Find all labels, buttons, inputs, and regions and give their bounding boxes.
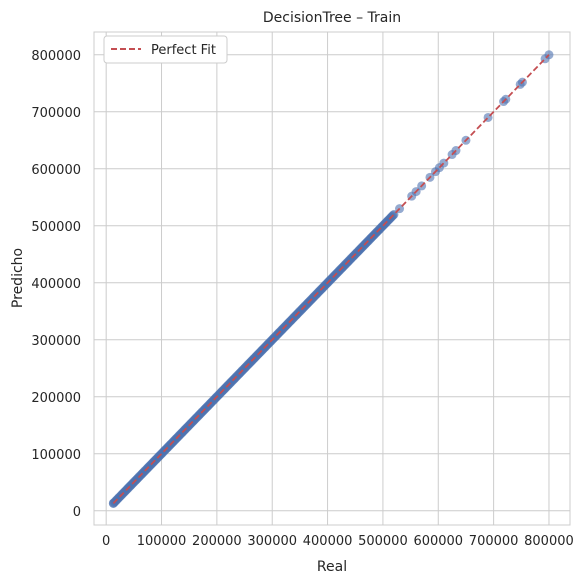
x-axis-label: Real [317, 559, 347, 575]
x-tick-label: 700000 [469, 534, 519, 549]
y-tick-label: 800000 [31, 49, 81, 64]
x-tick-label: 0 [102, 534, 110, 549]
y-tick-label: 0 [73, 505, 81, 520]
y-tick-label: 100000 [31, 448, 81, 463]
y-tick-label: 300000 [31, 334, 81, 349]
x-tick-label: 800000 [524, 534, 574, 549]
x-ticks: 0 100000 200000 300000 400000 500000 600000 700… [102, 534, 574, 549]
legend-box [103, 35, 228, 64]
y-tick-label: 700000 [31, 106, 81, 121]
y-tick-label: 200000 [31, 391, 81, 406]
x-tick-label: 200000 [192, 534, 242, 549]
x-tick-label: 400000 [303, 534, 353, 549]
reference-line-group [112, 54, 550, 504]
y-tick-label: 600000 [31, 163, 81, 178]
chart-title: DecisionTree – Train [263, 10, 401, 26]
y-tick-label: 500000 [31, 220, 81, 235]
grid [94, 32, 570, 525]
perfect-fit-line [112, 54, 550, 504]
legend-label-perfect-fit: Perfect Fit [151, 43, 216, 58]
y-axis-label: Predicho [10, 248, 26, 308]
x-tick-label: 500000 [358, 534, 408, 549]
legend: Perfect Fit [103, 35, 228, 64]
y-ticks: 0 100000 200000 300000 400000 500000 600000 700… [31, 49, 81, 520]
y-tick-label: 400000 [31, 277, 81, 292]
x-tick-label: 600000 [413, 534, 463, 549]
x-tick-label: 300000 [247, 534, 297, 549]
x-tick-label: 100000 [137, 534, 187, 549]
